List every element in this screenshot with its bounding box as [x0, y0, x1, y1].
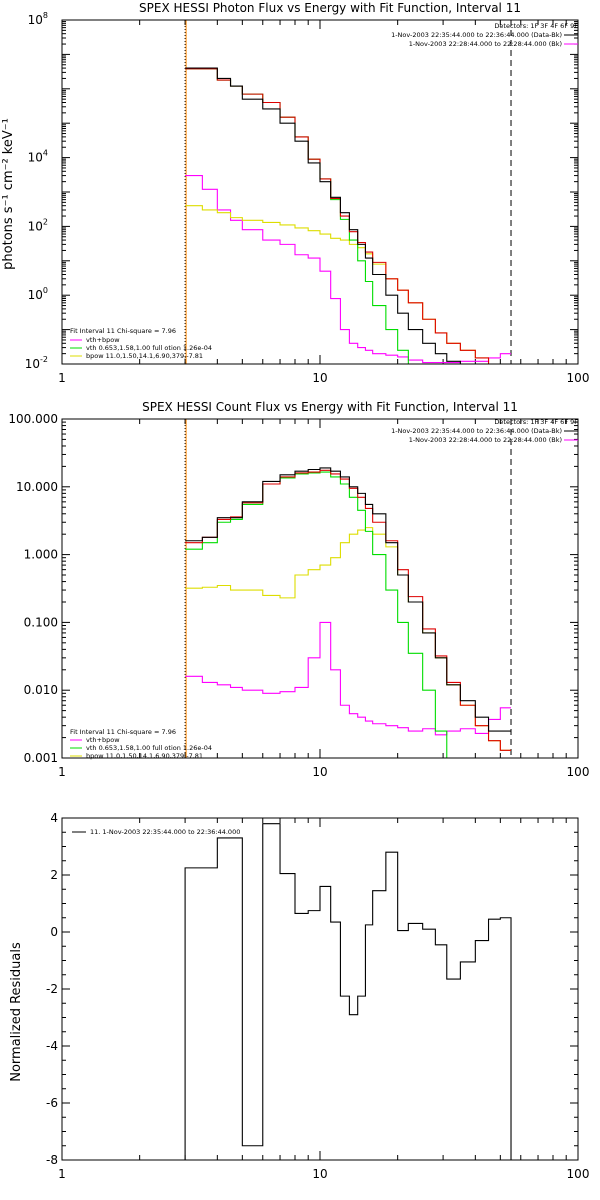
photon-legend-fit-info: Fit Interval 11 Chi-square = 7.96 [70, 327, 176, 335]
photon-flux-series [184, 20, 512, 364]
photon-flux-panel: SPEX HESSI Photon Flux vs Energy with Fi… [1, 1, 589, 385]
count-legend-bpow: bpow 11.0,1.50,14.1,6.90,379,-7.81 [86, 752, 203, 760]
photon-flux-y-label: photons s⁻¹ cm⁻² keV⁻¹ [1, 118, 16, 270]
photon-flux-legend-bottom: Fit Interval 11 Chi-square = 7.96 vth+bp… [70, 327, 212, 360]
count-legend-sum: vth+bpow [86, 736, 120, 744]
y-tick-label: -4 [46, 1039, 58, 1053]
series-residuals [184, 823, 512, 1160]
y-tick-label: 104 [28, 149, 48, 165]
y-tick-label: 102 [28, 217, 48, 233]
y-tick-label: 100 [28, 286, 48, 302]
photon-legend-detectors: Detectors: 1F 3F 4F 6F 9F [494, 22, 578, 30]
x-tick-label: 10 [312, 371, 327, 385]
y-tick-label: 0.010 [24, 683, 58, 697]
x-tick-label: 100 [567, 1167, 590, 1181]
count-legend-detectors: Detectors: 1F 3F 4F 6F 9F [494, 418, 578, 426]
count-flux-panel: SPEX HESSI Count Flux vs Energy with Fit… [8, 400, 589, 779]
count-flux-legend-bottom: Fit Interval 11 Chi-square = 7.96 vth+bp… [70, 728, 212, 760]
photon-flux-ticks: 1 10 100 10-2 100 102 104 108 [25, 11, 590, 385]
y-tick-exponent: 8 [43, 11, 48, 20]
residuals-legend: 11. 1-Nov-2003 22:35:44.000 to 22:36:44.… [72, 828, 240, 836]
y-tick-label: -6 [46, 1096, 58, 1110]
x-tick-label: 1 [58, 371, 66, 385]
series-data-bk [185, 67, 461, 364]
y-tick-label: 0 [50, 925, 58, 939]
y-tick-label: 10.000 [16, 480, 58, 494]
count-flux-legend-top: Detectors: 1F 3F 4F 6F 9F 1-Nov-2003 22:… [391, 418, 578, 444]
photon-legend-bpow: bpow 11.0,1.50,14.1,6.90,379,-7.81 [86, 352, 203, 360]
count-legend-fit-info: Fit Interval 11 Chi-square = 7.96 [70, 728, 176, 736]
count-flux-axes-frame [61, 418, 579, 759]
y-tick-label: 0.100 [24, 615, 58, 629]
series-bk [185, 621, 512, 736]
y-tick-exponent: 4 [43, 149, 48, 158]
residuals-legend-text: 11. 1-Nov-2003 22:35:44.000 to 22:36:44.… [90, 828, 240, 836]
residuals-panel: Normalized Residuals 1 10 100 -8 -6 -4 -2 0 2 4 1… [9, 811, 589, 1181]
y-tick-label: 0.001 [24, 751, 58, 765]
plot-area [184, 20, 512, 364]
series-vth [185, 68, 409, 364]
residuals-ticks: 1 10 100 -8 -6 -4 -2 0 2 4 [46, 811, 589, 1181]
series-bk [185, 175, 512, 364]
axes-frame [61, 817, 579, 1161]
x-tick-label: 10 [312, 765, 327, 779]
photon-flux-axes-frame [61, 19, 579, 365]
residuals-y-label: Normalized Residuals [9, 942, 24, 1082]
x-tick-label: 1 [58, 765, 66, 779]
count-legend-data-interval: 1-Nov-2003 22:35:44.000 to 22:36:44.000 … [391, 427, 562, 435]
x-tick-label: 100 [567, 765, 590, 779]
residuals-axes-frame [61, 817, 579, 1161]
count-flux-series [184, 419, 512, 758]
y-tick-label: -8 [46, 1153, 58, 1167]
y-tick-exponent: 2 [43, 217, 48, 226]
photon-legend-bk-interval: 1-Nov-2003 22:28:44.000 to 22:28:44.000 … [409, 40, 562, 48]
series-bpow [185, 527, 512, 751]
y-tick-label: 4 [50, 811, 58, 825]
y-tick-label: 10-2 [25, 355, 48, 371]
photon-legend-vth: vth 0.653,1.58,1.00 full otion 1.26e-04 [86, 344, 212, 352]
y-tick-exponent: 0 [43, 286, 48, 295]
photon-legend-sum: vth+bpow [86, 336, 120, 344]
count-legend-bk-interval: 1-Nov-2003 22:28:44.000 to 22:28:44.000 … [409, 436, 562, 444]
x-tick-label: 10 [312, 1167, 327, 1181]
photon-flux-legend-top: Detectors: 1F 3F 4F 6F 9F 1-Nov-2003 22:… [391, 22, 578, 48]
y-tick-label: 100.000 [8, 412, 58, 426]
y-tick-exponent: -2 [40, 355, 48, 364]
y-tick-label: 1.000 [24, 548, 58, 562]
count-flux-title: SPEX HESSI Count Flux vs Energy with Fit… [142, 400, 518, 414]
series-vth-bpow [185, 469, 512, 751]
count-legend-vth: vth 0.653,1.58,1.00 full otion 1.26e-04 [86, 744, 212, 752]
axes-frame [61, 418, 579, 759]
photon-flux-title: SPEX HESSI Photon Flux vs Energy with Fi… [139, 1, 521, 15]
x-tick-label: 100 [567, 371, 590, 385]
y-tick-label: 108 [28, 11, 48, 27]
series-data-bk [185, 467, 512, 732]
series-bpow [185, 205, 501, 364]
count-flux-ticks: 1 10 100 0.001 0.010 0.100 1.000 10.000 100.000 [8, 412, 589, 779]
photon-legend-data-interval: 1-Nov-2003 22:35:44.000 to 22:36:44.000 … [391, 31, 562, 39]
y-tick-label: 2 [50, 868, 58, 882]
x-tick-label: 1 [58, 1167, 66, 1181]
y-tick-label: -2 [46, 982, 58, 996]
plot-area [184, 419, 512, 758]
axes-frame [61, 19, 579, 365]
residuals-series [184, 823, 512, 1160]
plot-area [184, 823, 512, 1160]
